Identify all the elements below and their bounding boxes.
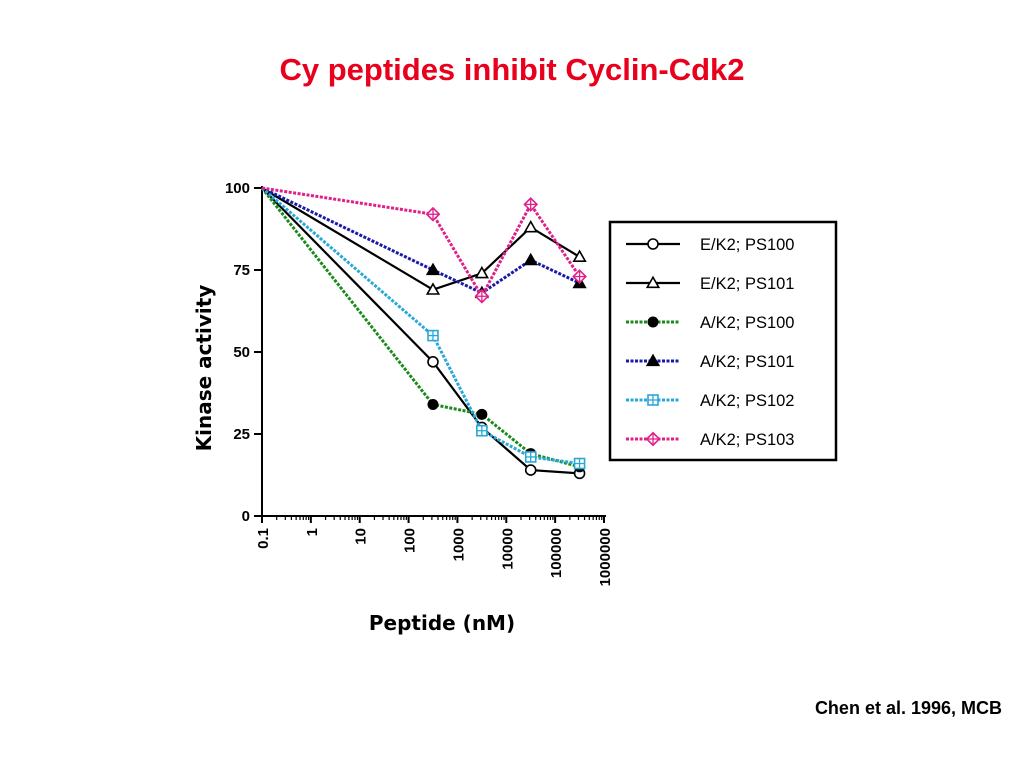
data-point [474, 265, 489, 279]
data-point [572, 249, 587, 262]
data-point [523, 197, 539, 212]
data-point [645, 431, 661, 447]
x-tick-label: 0.1 [255, 528, 272, 549]
data-point [427, 398, 439, 410]
series-a-k2-ps102 [261, 186, 586, 470]
x-tick-label: 100000 [548, 528, 565, 578]
x-tick-label: 100 [402, 528, 419, 553]
y-tick-label: 25 [233, 426, 250, 443]
legend-label: A/K2; PS102 [700, 392, 794, 410]
citation: Chen et al. 1996, MCB [814, 698, 1002, 718]
x-tick-label: 10000 [499, 528, 516, 570]
chart-axes: 0 25 50 75 100 0.1 1 10 100 1000 10000 100000 100000… [225, 180, 614, 586]
chart-series-layer [260, 186, 587, 480]
y-tick-label: 100 [225, 180, 250, 197]
legend-item: A/K2; PS103 [626, 431, 794, 449]
legend-label: A/K2; PS100 [700, 314, 794, 332]
legend-box [608, 220, 838, 462]
data-point [427, 329, 439, 342]
series-e-k2-ps101 [261, 187, 587, 295]
legend-label: E/K2; PS101 [700, 275, 794, 293]
data-point [476, 408, 488, 420]
data-point [647, 394, 659, 406]
data-point [476, 424, 488, 437]
chart-legend: E/K2; PS100 E/K2; PS101 A/K2; PS100 A/K2; P… [608, 220, 838, 462]
x-tick-label: 1000 [450, 528, 467, 561]
data-point [572, 269, 587, 284]
y-axis-title: Kinase activity [192, 285, 216, 452]
legend-label: A/K2; PS101 [700, 353, 794, 371]
data-point [425, 206, 441, 222]
x-axis-title: Peptide (nM) [369, 611, 515, 635]
legend-item: E/K2; PS100 [626, 236, 794, 254]
legend-item: A/K2; PS100 [626, 314, 794, 332]
data-point [524, 464, 537, 476]
data-point [647, 316, 659, 328]
data-point [425, 262, 441, 276]
data-point [647, 238, 659, 250]
legend-label: A/K2; PS103 [700, 431, 794, 449]
data-point [645, 275, 661, 289]
data-point [425, 282, 441, 295]
x-tick-label: 1 [304, 528, 321, 536]
series-line [261, 186, 580, 466]
legend-item: E/K2; PS101 [626, 275, 794, 293]
y-tick-label: 0 [242, 508, 250, 525]
data-point [524, 451, 537, 463]
legend-item: A/K2; PS102 [626, 392, 794, 410]
data-point [573, 457, 586, 470]
x-tick-label: 10 [353, 528, 370, 545]
data-point [427, 356, 439, 368]
data-point [523, 252, 538, 266]
series-a-k2-ps103 [261, 186, 587, 304]
legend-label: E/K2; PS100 [700, 236, 794, 254]
y-tick-label: 50 [233, 344, 250, 361]
data-point [474, 288, 490, 304]
legend-item: A/K2; PS101 [626, 353, 794, 371]
x-tick-label: 1000000 [597, 528, 614, 586]
slide-title: Cy peptides inhibit Cyclin-Cdk2 [279, 52, 745, 87]
y-tick-label: 75 [233, 262, 250, 279]
data-point [645, 353, 661, 367]
data-point [523, 219, 538, 233]
